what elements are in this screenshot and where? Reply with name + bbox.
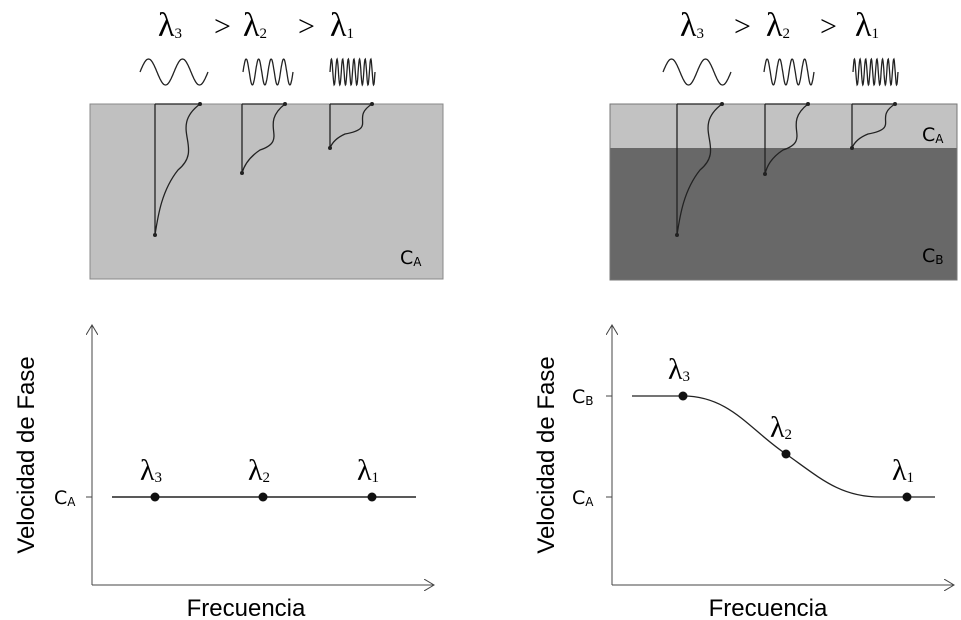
points <box>678 391 912 502</box>
wavelength-label: λ1 <box>330 7 354 44</box>
wave <box>763 58 815 86</box>
points <box>150 492 377 502</box>
wavelength-label: λ2 <box>243 7 267 44</box>
tick-label: CA <box>572 487 594 509</box>
point-label: λ2 <box>248 454 270 487</box>
decay-curves <box>154 103 373 236</box>
comparator: > <box>214 10 231 43</box>
decay-dots <box>153 102 374 237</box>
left-panel: λ3 > λ2 > λ1 CA Velocidad de Fase Frecue… <box>13 7 444 620</box>
wave <box>852 57 899 87</box>
comparator: > <box>734 10 751 43</box>
right-panel: λ3 > λ2 > λ1 CA CB Velocidad de Fase Fre… <box>533 7 958 620</box>
tick-label: CB <box>572 386 594 408</box>
tick-label: CA <box>54 487 76 509</box>
decay-curves <box>676 103 896 236</box>
wavelength-label: λ3 <box>158 7 182 44</box>
point-label: λ1 <box>357 454 379 487</box>
medium <box>89 103 444 280</box>
point-label: λ1 <box>892 454 914 487</box>
wavelength-label: λ1 <box>855 7 879 44</box>
wave <box>662 58 732 86</box>
wave <box>329 57 376 87</box>
point-label: λ3 <box>140 454 162 487</box>
wave <box>242 58 294 86</box>
wavelength-label: λ2 <box>766 7 790 44</box>
point-label: λ3 <box>668 353 690 386</box>
layer-label: CB <box>922 245 944 267</box>
decay-dots <box>675 102 897 237</box>
wavelength-label: λ3 <box>680 7 704 44</box>
layer-label: CA <box>400 247 422 269</box>
comparator: > <box>298 10 315 43</box>
waves <box>139 57 899 87</box>
x-axis-label: Frecuencia <box>187 595 306 620</box>
y-axis-label: Velocidad de Fase <box>533 356 560 553</box>
y-axis-label: Velocidad de Fase <box>13 356 40 553</box>
layer-label: CA <box>922 124 944 146</box>
lower-layer <box>610 148 957 280</box>
comparator: > <box>820 10 837 43</box>
upper-layer <box>610 104 957 148</box>
wave <box>139 58 209 86</box>
x-axis-label: Frecuencia <box>709 595 828 620</box>
point-label: λ2 <box>770 411 792 444</box>
